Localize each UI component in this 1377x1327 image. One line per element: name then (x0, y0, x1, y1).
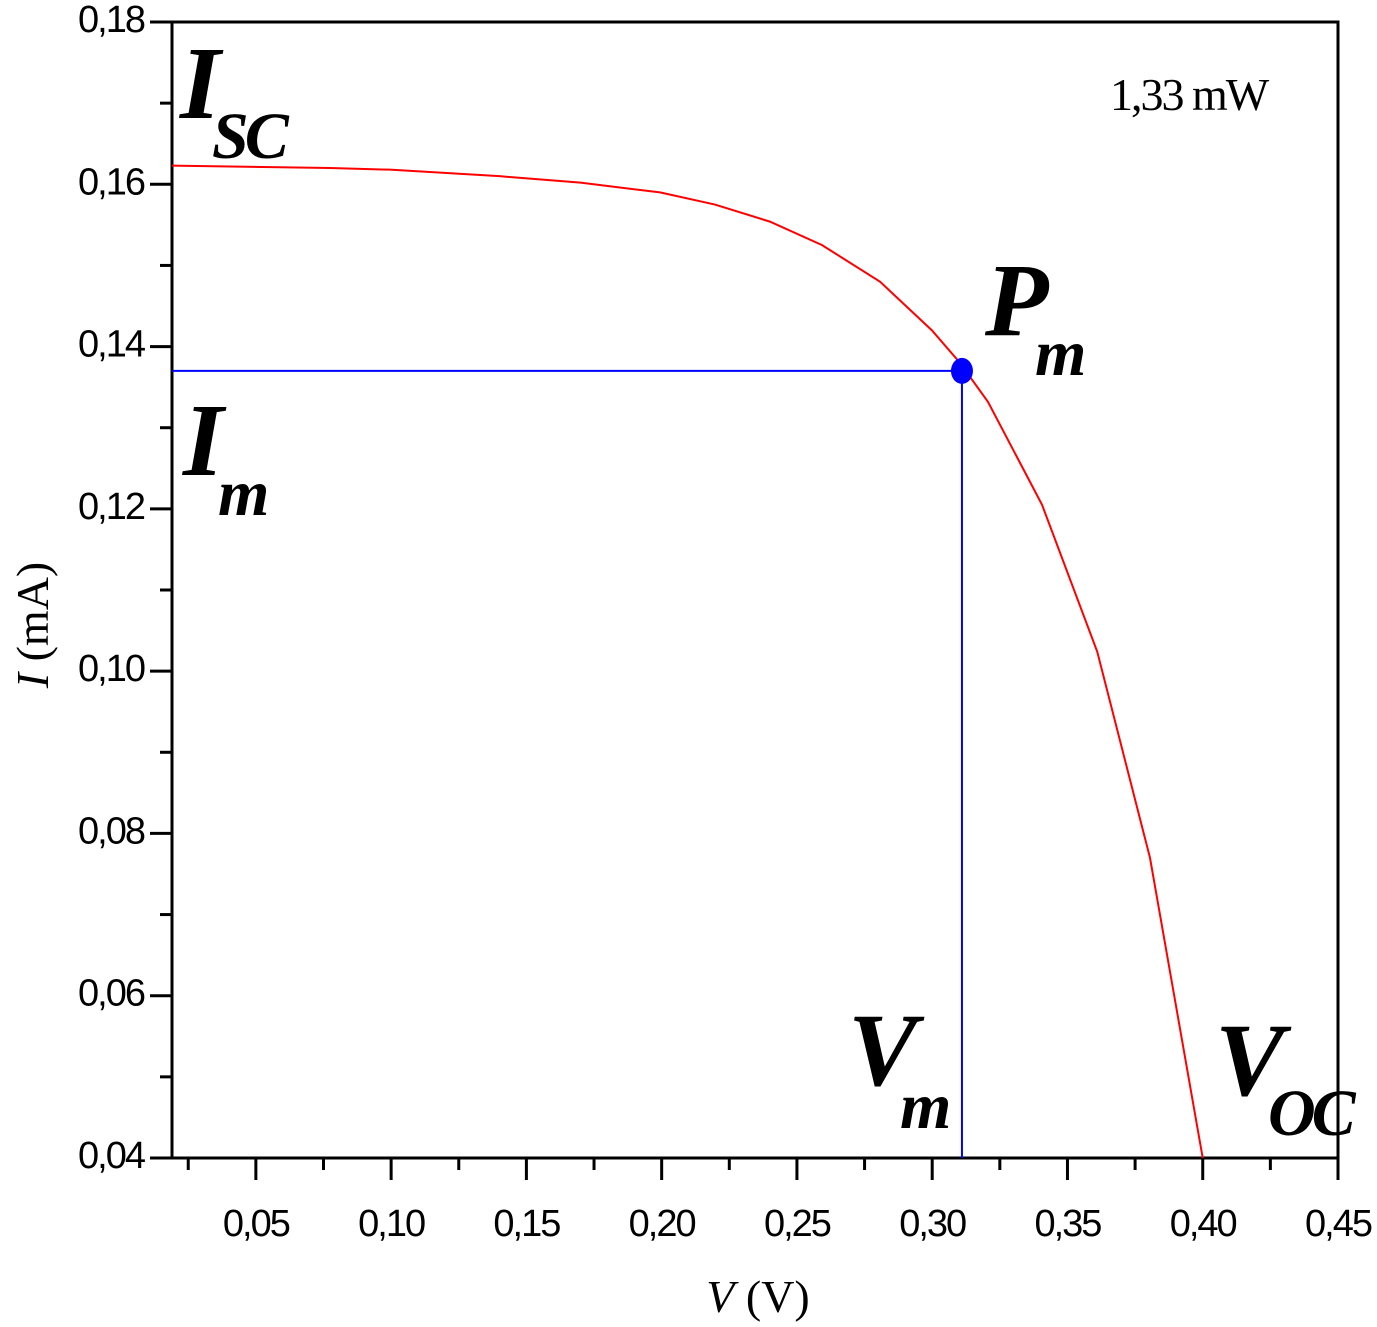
x-axis-unit: (V) (746, 1271, 810, 1322)
y-tick-label: 0,10 (78, 648, 145, 690)
x-tick-label: 0,40 (1170, 1203, 1237, 1245)
y-tick-label: 0,18 (78, 0, 145, 41)
x-tick-label: 0,35 (1034, 1203, 1101, 1245)
vm-sub: m (900, 1070, 949, 1143)
x-tick-label: 0,15 (493, 1203, 560, 1245)
im-main: I (181, 383, 227, 498)
voc-main: V (1215, 1003, 1292, 1118)
isc-main: I (178, 26, 224, 141)
y-tick-label: 0,04 (78, 1135, 146, 1177)
pm-sub: m (1035, 317, 1084, 390)
plot-frame (170, 20, 1340, 1160)
x-tick-label: 0,10 (358, 1203, 425, 1245)
iv-curve (171, 164, 1204, 1159)
power-label: 1,33 mW (1110, 69, 1270, 120)
x-tick-label: 0,30 (899, 1203, 966, 1245)
x-axis-label: V (V) (706, 1271, 809, 1322)
y-axis-symbol: I (7, 670, 58, 689)
voc-sub: OC (1268, 1077, 1357, 1150)
voc-label: VOC (1215, 1003, 1357, 1150)
y-tick-label: 0,06 (78, 973, 145, 1015)
y-tick-label: 0,16 (78, 161, 145, 203)
isc-sub: SC (212, 100, 290, 173)
im-label: Im (181, 383, 267, 530)
x-tick-label: 0,05 (223, 1203, 290, 1245)
y-tick-label: 0,12 (78, 486, 145, 528)
max-power-point (950, 357, 973, 384)
x-tick-label: 0,45 (1305, 1203, 1372, 1245)
im-sub: m (218, 457, 267, 530)
pm-main: P (984, 243, 1050, 358)
y-axis-label: I (mA) (7, 562, 58, 689)
x-axis-symbol: V (706, 1271, 739, 1322)
y-tick-label: 0,14 (78, 324, 146, 366)
isc-label: ISC (178, 26, 290, 173)
x-tick-label: 0,20 (629, 1203, 696, 1245)
y-tick-label: 0,08 (78, 810, 145, 852)
vm-label: Vm (848, 993, 949, 1143)
x-tick-label: 0,25 (764, 1203, 831, 1245)
vm-main: V (848, 993, 925, 1108)
pm-label: Pm (984, 243, 1084, 390)
y-axis-unit: (mA) (7, 562, 58, 662)
